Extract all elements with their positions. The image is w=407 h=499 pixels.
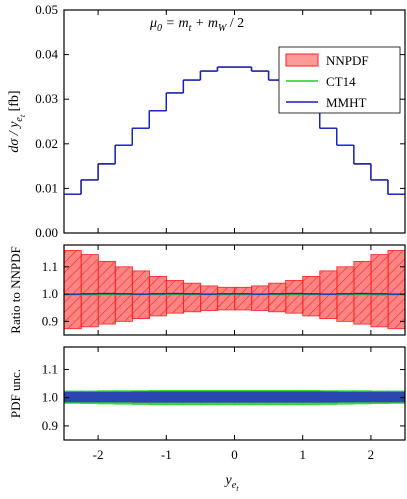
band	[64, 250, 82, 330]
text-part: e	[14, 117, 25, 122]
band	[370, 254, 389, 328]
legend-label: MMHT	[326, 95, 367, 110]
x-tick-label: -1	[161, 447, 172, 462]
band	[387, 250, 405, 330]
y-axis-label: PDF unc.	[8, 369, 23, 418]
band	[182, 391, 202, 403]
band	[165, 391, 185, 403]
plot-area	[64, 389, 405, 406]
y-tick-label: 0.9	[42, 313, 58, 328]
band	[114, 391, 133, 403]
band	[251, 391, 270, 403]
band	[302, 275, 321, 317]
annotation: μ0 = mt + mW / 2	[149, 16, 244, 34]
band	[353, 391, 372, 403]
x-tick-label: 0	[231, 447, 238, 462]
band	[336, 391, 355, 403]
legend-swatch	[285, 53, 319, 67]
y-tick-label: 0.04	[35, 47, 58, 62]
text-part: μ	[149, 16, 157, 31]
frame	[63, 9, 406, 234]
text-part: = m	[162, 16, 189, 31]
band	[131, 391, 150, 403]
band	[353, 260, 372, 325]
plot-area	[64, 250, 405, 330]
text-part: [fb]	[7, 90, 22, 115]
text-part: e	[232, 480, 237, 491]
band	[80, 254, 99, 328]
text-part: W	[218, 23, 228, 34]
y-tick-label: 0.00	[35, 225, 58, 240]
text-part: dσ / y	[7, 121, 22, 153]
y-tick-label: 1.1	[42, 362, 58, 377]
text-part: / 2	[226, 16, 244, 31]
y-tick-label: 1.0	[42, 390, 58, 405]
legend-label: CT14	[326, 74, 356, 89]
x-tick-label: 2	[368, 447, 375, 462]
band	[165, 280, 185, 314]
band	[251, 285, 270, 311]
band	[97, 260, 116, 325]
band	[182, 282, 202, 313]
y-axis-label: dσ / yet [fb]	[7, 90, 27, 152]
band	[234, 391, 253, 403]
legend-label: NNPDF	[326, 53, 369, 68]
band	[217, 391, 236, 403]
band	[199, 285, 219, 311]
band	[387, 391, 405, 403]
band	[217, 286, 236, 311]
band	[97, 391, 116, 403]
band	[234, 286, 253, 311]
band	[148, 391, 168, 403]
y-tick-label: 0.05	[35, 2, 58, 17]
text-part: t	[236, 484, 239, 493]
text-part: t	[18, 114, 27, 117]
text-part: y	[224, 473, 233, 488]
band	[285, 391, 304, 403]
band	[80, 391, 99, 403]
band	[199, 391, 219, 403]
text-part: t	[189, 23, 192, 34]
x-axis-label: yet	[224, 473, 240, 493]
x-tick-label: 1	[299, 447, 306, 462]
y-tick-label: 0.03	[35, 91, 58, 106]
band	[268, 282, 287, 313]
text-part: 0	[157, 23, 162, 34]
y-tick-label: 1.0	[42, 286, 58, 301]
y-axis-label: Ratio to NNPDF	[8, 246, 23, 333]
band	[268, 391, 287, 403]
y-tick-label: 1.1	[42, 259, 58, 274]
band	[370, 391, 389, 403]
x-tick-label: -2	[93, 447, 104, 462]
text-part: + m	[191, 16, 218, 31]
y-tick-label: 0.01	[35, 180, 58, 195]
band	[319, 391, 338, 403]
y-tick-label: 0.9	[42, 418, 58, 433]
band	[285, 280, 304, 314]
band	[148, 275, 168, 317]
y-tick-label: 0.02	[35, 136, 58, 151]
band	[64, 391, 82, 403]
band	[302, 391, 321, 403]
